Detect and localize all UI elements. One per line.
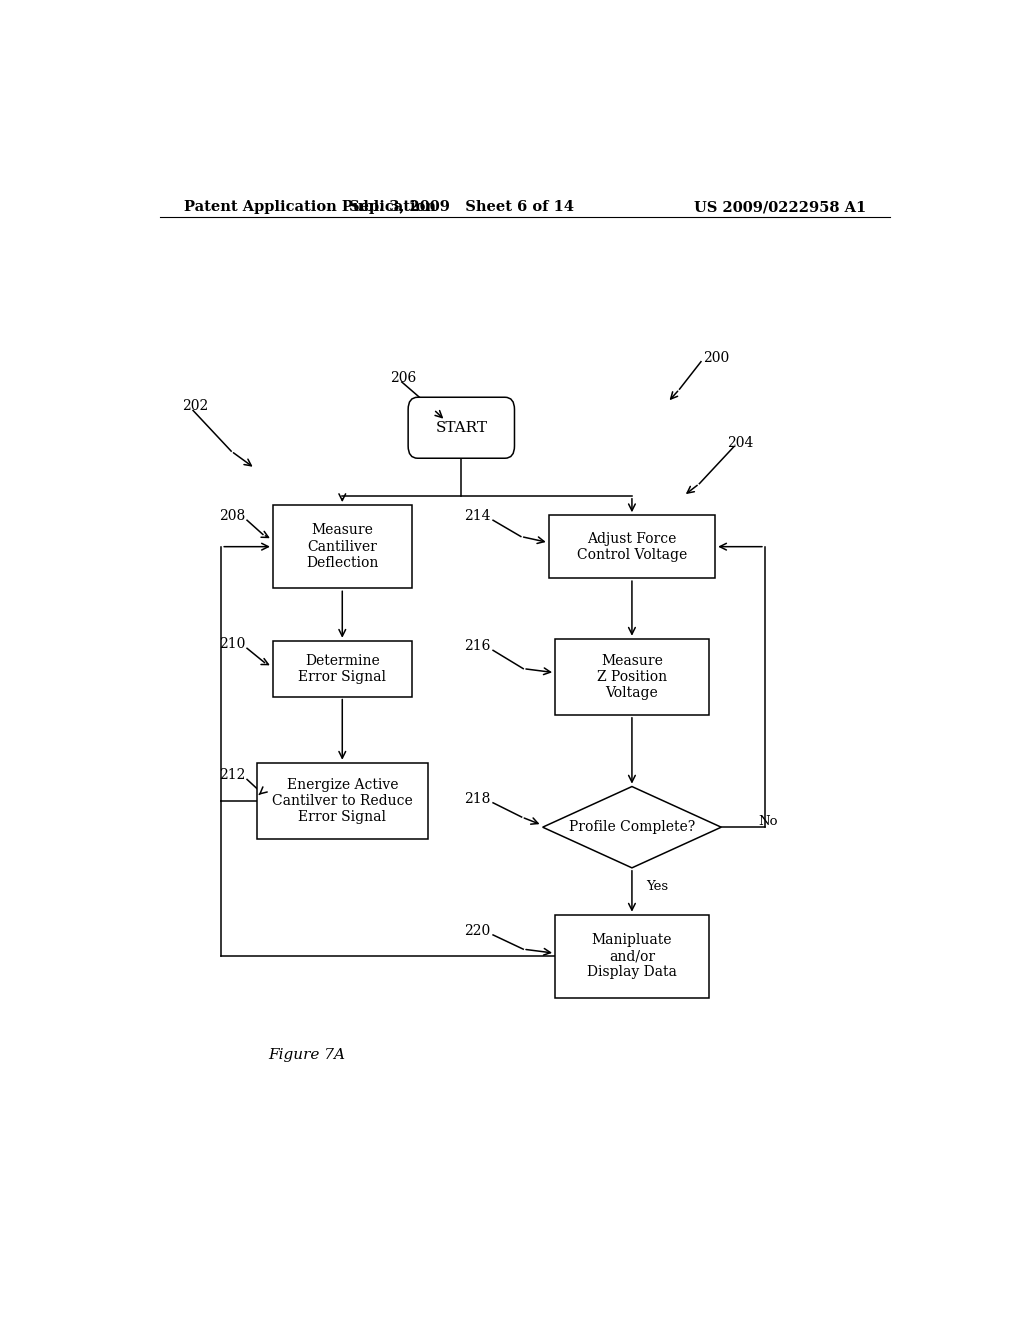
Bar [549, 515, 715, 578]
Text: Determine
Error Signal: Determine Error Signal [298, 653, 386, 684]
Bar [555, 639, 710, 715]
Text: 208: 208 [219, 510, 246, 523]
Text: 212: 212 [219, 768, 246, 783]
Text: 204: 204 [727, 436, 754, 450]
Text: 200: 200 [703, 351, 730, 364]
Text: Measure
Cantiliver
Deflection: Measure Cantiliver Deflection [306, 524, 379, 570]
Text: 214: 214 [464, 510, 490, 523]
Text: 206: 206 [390, 371, 416, 385]
Text: Energize Active
Cantilver to Reduce
Error Signal: Energize Active Cantilver to Reduce Erro… [272, 777, 413, 824]
FancyBboxPatch shape [409, 397, 514, 458]
Text: Manipluate
and/or
Display Data: Manipluate and/or Display Data [587, 933, 677, 979]
Text: US 2009/0222958 A1: US 2009/0222958 A1 [694, 201, 866, 214]
Text: 216: 216 [464, 639, 490, 653]
Bar [272, 640, 412, 697]
Text: 218: 218 [464, 792, 490, 805]
Text: 220: 220 [465, 924, 490, 939]
Text: Figure 7A: Figure 7A [268, 1048, 345, 1061]
Text: Adjust Force
Control Voltage: Adjust Force Control Voltage [577, 532, 687, 562]
Text: 202: 202 [182, 400, 208, 413]
Text: No: No [759, 814, 778, 828]
Polygon shape [543, 787, 721, 867]
Text: Measure
Z Position
Voltage: Measure Z Position Voltage [597, 653, 667, 700]
Text: Patent Application Publication: Patent Application Publication [183, 201, 435, 214]
Bar [272, 506, 412, 589]
Text: Yes: Yes [646, 880, 669, 894]
Bar [555, 915, 710, 998]
Bar [257, 763, 428, 840]
Text: Profile Complete?: Profile Complete? [568, 820, 695, 834]
Text: 210: 210 [219, 638, 246, 651]
Text: Sep. 3, 2009   Sheet 6 of 14: Sep. 3, 2009 Sheet 6 of 14 [349, 201, 573, 214]
Text: START: START [435, 421, 487, 434]
